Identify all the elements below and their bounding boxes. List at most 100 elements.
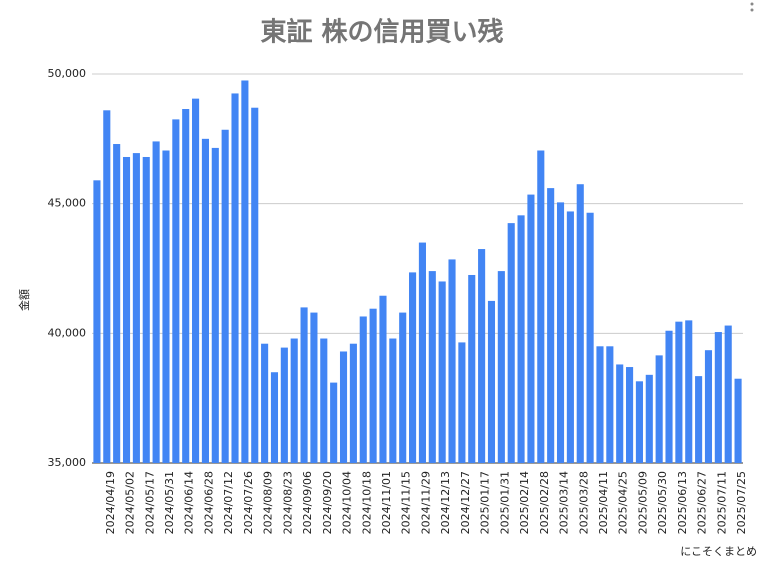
x-tick-label: 2025/06/27	[696, 471, 709, 534]
menu-icon[interactable]	[750, 2, 754, 12]
bar	[586, 212, 594, 463]
bar	[339, 351, 348, 463]
bar	[290, 338, 298, 463]
x-tick-label: 2024/11/15	[400, 471, 413, 534]
x-tick-label: 2025/01/31	[498, 471, 511, 534]
menu-dot	[750, 8, 754, 12]
y-tick-label: 50,000	[48, 67, 87, 80]
bar	[556, 202, 565, 463]
x-tick-label: 2025/07/11	[715, 471, 728, 534]
bar	[379, 295, 387, 463]
bar	[596, 346, 604, 463]
bar	[93, 180, 101, 463]
bar	[695, 376, 703, 463]
x-tick-label: 2024/11/29	[419, 471, 432, 534]
x-tick-label: 2025/02/28	[538, 471, 551, 534]
bar	[113, 144, 121, 463]
x-tick-label: 2025/03/28	[577, 471, 590, 534]
x-tick-label: 2025/04/25	[617, 471, 630, 534]
x-tick-label: 2024/05/17	[143, 471, 156, 534]
x-tick-label: 2024/06/14	[183, 471, 196, 534]
x-tick-label: 2024/12/27	[459, 471, 472, 534]
x-tick-label: 2025/02/14	[518, 471, 531, 534]
bar	[270, 372, 279, 463]
bar	[497, 271, 505, 463]
x-tick-label: 2024/08/23	[281, 471, 294, 534]
bar	[251, 107, 259, 464]
bar	[645, 374, 653, 463]
x-tick-label: 2024/10/18	[360, 471, 373, 534]
y-tick-label: 45,000	[48, 197, 87, 210]
bar	[409, 272, 417, 463]
bar	[448, 259, 456, 463]
bar	[734, 378, 742, 463]
bar	[369, 308, 377, 463]
bar	[300, 307, 308, 463]
x-tick-label: 2025/03/14	[558, 471, 571, 534]
chart-title: 東証 株の信用買い残	[260, 17, 503, 48]
bar	[211, 147, 219, 463]
bar	[685, 320, 693, 463]
bar	[261, 343, 269, 463]
menu-dot	[750, 2, 754, 6]
bar	[507, 223, 515, 463]
y-tick-label: 35,000	[48, 456, 87, 469]
bar	[537, 150, 545, 463]
bar	[349, 343, 357, 463]
x-tick-label: 2024/09/20	[321, 471, 334, 534]
x-tick-label: 2025/05/09	[636, 471, 649, 534]
x-tick-label: 2024/07/26	[242, 471, 255, 534]
bar	[468, 274, 476, 463]
bar	[438, 281, 446, 463]
x-tick-label: 2024/06/28	[202, 471, 215, 534]
x-tick-label: 2024/05/02	[124, 471, 137, 534]
source: にこそくまとめ	[680, 545, 757, 558]
y-axis-label: 金額	[17, 289, 31, 311]
bar	[714, 332, 722, 463]
bar	[172, 119, 180, 463]
bar	[527, 194, 535, 463]
bar	[389, 338, 397, 463]
bar	[192, 98, 200, 464]
bar	[221, 129, 229, 464]
x-tick-label: 2024/04/19	[104, 471, 117, 534]
bar	[418, 242, 426, 463]
bar	[142, 156, 150, 463]
bar	[606, 346, 614, 463]
bar	[132, 153, 140, 463]
x-tick-label: 2024/05/31	[163, 471, 176, 534]
bar	[724, 325, 732, 463]
x-tick-label: 2024/11/01	[380, 471, 393, 534]
bar	[162, 150, 170, 463]
bar	[103, 110, 111, 463]
x-tick-label: 2024/09/06	[301, 471, 314, 534]
bar	[576, 184, 584, 463]
bar	[122, 156, 131, 463]
y-tick-label: 40,000	[48, 326, 87, 339]
bar	[665, 330, 673, 463]
x-tick-label: 2024/12/13	[439, 471, 452, 534]
bar	[399, 312, 407, 463]
bar	[616, 364, 624, 463]
bar	[310, 312, 318, 463]
bar	[330, 382, 338, 463]
x-tick-label: 2025/01/17	[479, 471, 492, 534]
bar	[152, 141, 160, 463]
bar	[635, 381, 643, 463]
bar	[428, 271, 436, 463]
bar	[359, 316, 367, 463]
bar	[675, 321, 683, 463]
x-tick-label: 2025/05/30	[656, 471, 669, 534]
bar	[704, 350, 713, 463]
bar	[231, 93, 239, 463]
bar	[547, 188, 555, 463]
x-tick-label: 2025/07/25	[735, 471, 748, 534]
x-tick-label: 2024/08/09	[262, 471, 275, 534]
bar	[655, 355, 663, 463]
x-tick-label: 2024/10/04	[341, 471, 354, 534]
bar	[201, 138, 209, 464]
bar	[182, 109, 190, 463]
bar	[458, 342, 466, 463]
bar	[626, 367, 634, 463]
